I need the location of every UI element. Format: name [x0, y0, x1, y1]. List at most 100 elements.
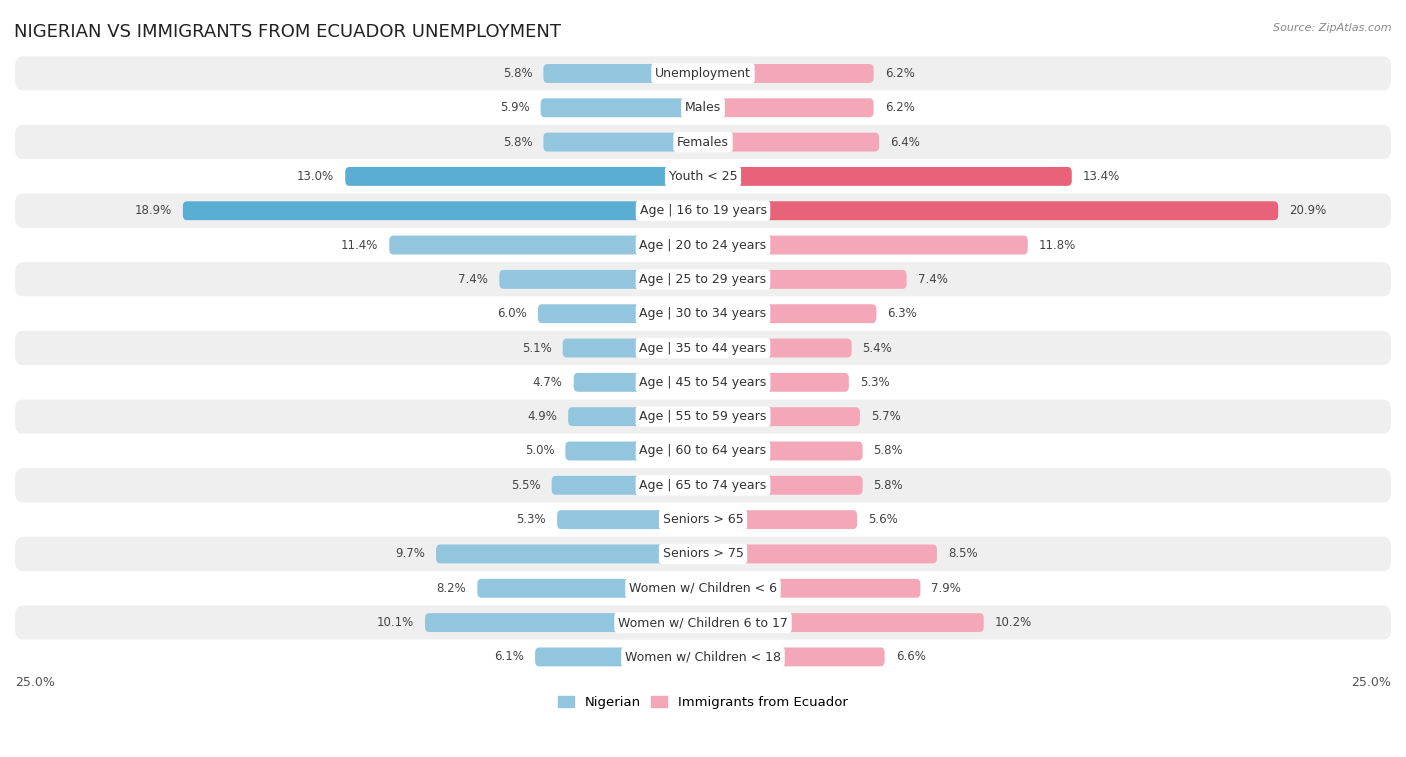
Text: 9.7%: 9.7%	[395, 547, 425, 560]
FancyBboxPatch shape	[425, 613, 703, 632]
Text: Age | 60 to 64 years: Age | 60 to 64 years	[640, 444, 766, 457]
Text: 7.9%: 7.9%	[931, 582, 962, 595]
Text: 5.5%: 5.5%	[510, 479, 541, 492]
Text: Age | 25 to 29 years: Age | 25 to 29 years	[640, 273, 766, 286]
FancyBboxPatch shape	[15, 503, 1391, 537]
Text: 5.3%: 5.3%	[516, 513, 546, 526]
Text: 6.2%: 6.2%	[884, 67, 914, 80]
FancyBboxPatch shape	[15, 91, 1391, 125]
FancyBboxPatch shape	[703, 544, 936, 563]
Text: Youth < 25: Youth < 25	[669, 170, 737, 183]
FancyBboxPatch shape	[557, 510, 703, 529]
Legend: Nigerian, Immigrants from Ecuador: Nigerian, Immigrants from Ecuador	[553, 691, 853, 715]
Text: 5.8%: 5.8%	[873, 479, 903, 492]
FancyBboxPatch shape	[15, 262, 1391, 297]
Text: 7.4%: 7.4%	[458, 273, 488, 286]
FancyBboxPatch shape	[703, 613, 984, 632]
FancyBboxPatch shape	[15, 468, 1391, 503]
FancyBboxPatch shape	[15, 571, 1391, 606]
FancyBboxPatch shape	[703, 167, 1071, 186]
FancyBboxPatch shape	[703, 98, 873, 117]
Text: 6.2%: 6.2%	[884, 101, 914, 114]
Text: 10.1%: 10.1%	[377, 616, 413, 629]
Text: Age | 16 to 19 years: Age | 16 to 19 years	[640, 204, 766, 217]
Text: 20.9%: 20.9%	[1289, 204, 1326, 217]
FancyBboxPatch shape	[436, 544, 703, 563]
FancyBboxPatch shape	[183, 201, 703, 220]
FancyBboxPatch shape	[15, 125, 1391, 159]
FancyBboxPatch shape	[703, 304, 876, 323]
Text: Age | 45 to 54 years: Age | 45 to 54 years	[640, 375, 766, 389]
FancyBboxPatch shape	[477, 579, 703, 598]
Text: 11.4%: 11.4%	[340, 238, 378, 251]
Text: Unemployment: Unemployment	[655, 67, 751, 80]
FancyBboxPatch shape	[562, 338, 703, 357]
Text: 7.4%: 7.4%	[918, 273, 948, 286]
FancyBboxPatch shape	[15, 365, 1391, 400]
FancyBboxPatch shape	[15, 228, 1391, 262]
Text: Seniors > 75: Seniors > 75	[662, 547, 744, 560]
Text: 5.0%: 5.0%	[524, 444, 554, 457]
Text: 8.5%: 8.5%	[948, 547, 977, 560]
FancyBboxPatch shape	[15, 56, 1391, 91]
FancyBboxPatch shape	[389, 235, 703, 254]
Text: 18.9%: 18.9%	[135, 204, 172, 217]
FancyBboxPatch shape	[703, 579, 921, 598]
FancyBboxPatch shape	[703, 441, 863, 460]
Text: Age | 65 to 74 years: Age | 65 to 74 years	[640, 479, 766, 492]
Text: 25.0%: 25.0%	[1351, 676, 1391, 689]
Text: Age | 35 to 44 years: Age | 35 to 44 years	[640, 341, 766, 354]
FancyBboxPatch shape	[15, 331, 1391, 365]
FancyBboxPatch shape	[703, 338, 852, 357]
FancyBboxPatch shape	[541, 98, 703, 117]
FancyBboxPatch shape	[15, 400, 1391, 434]
FancyBboxPatch shape	[15, 159, 1391, 194]
FancyBboxPatch shape	[703, 64, 873, 83]
Text: 25.0%: 25.0%	[15, 676, 55, 689]
Text: 5.8%: 5.8%	[503, 136, 533, 148]
Text: 6.4%: 6.4%	[890, 136, 920, 148]
FancyBboxPatch shape	[703, 270, 907, 289]
FancyBboxPatch shape	[574, 373, 703, 392]
FancyBboxPatch shape	[538, 304, 703, 323]
Text: 10.2%: 10.2%	[994, 616, 1032, 629]
Text: 6.3%: 6.3%	[887, 307, 917, 320]
FancyBboxPatch shape	[565, 441, 703, 460]
Text: Seniors > 65: Seniors > 65	[662, 513, 744, 526]
FancyBboxPatch shape	[543, 64, 703, 83]
FancyBboxPatch shape	[703, 201, 1278, 220]
Text: 5.9%: 5.9%	[501, 101, 530, 114]
FancyBboxPatch shape	[703, 407, 860, 426]
Text: 5.4%: 5.4%	[863, 341, 893, 354]
Text: 5.6%: 5.6%	[868, 513, 898, 526]
Text: 4.7%: 4.7%	[533, 375, 562, 389]
Text: 5.3%: 5.3%	[860, 375, 890, 389]
Text: 5.8%: 5.8%	[873, 444, 903, 457]
Text: 11.8%: 11.8%	[1039, 238, 1076, 251]
FancyBboxPatch shape	[15, 434, 1391, 468]
Text: 4.9%: 4.9%	[527, 410, 557, 423]
FancyBboxPatch shape	[346, 167, 703, 186]
Text: 5.7%: 5.7%	[870, 410, 901, 423]
Text: Source: ZipAtlas.com: Source: ZipAtlas.com	[1274, 23, 1392, 33]
Text: 6.0%: 6.0%	[498, 307, 527, 320]
Text: Age | 20 to 24 years: Age | 20 to 24 years	[640, 238, 766, 251]
FancyBboxPatch shape	[15, 606, 1391, 640]
FancyBboxPatch shape	[551, 476, 703, 495]
FancyBboxPatch shape	[15, 297, 1391, 331]
FancyBboxPatch shape	[543, 132, 703, 151]
Text: 6.6%: 6.6%	[896, 650, 925, 663]
FancyBboxPatch shape	[499, 270, 703, 289]
FancyBboxPatch shape	[15, 537, 1391, 571]
FancyBboxPatch shape	[703, 647, 884, 666]
Text: 13.0%: 13.0%	[297, 170, 335, 183]
FancyBboxPatch shape	[703, 132, 879, 151]
Text: Males: Males	[685, 101, 721, 114]
Text: 5.8%: 5.8%	[503, 67, 533, 80]
Text: Women w/ Children < 6: Women w/ Children < 6	[628, 582, 778, 595]
FancyBboxPatch shape	[15, 194, 1391, 228]
Text: NIGERIAN VS IMMIGRANTS FROM ECUADOR UNEMPLOYMENT: NIGERIAN VS IMMIGRANTS FROM ECUADOR UNEM…	[14, 23, 561, 41]
Text: 6.1%: 6.1%	[495, 650, 524, 663]
FancyBboxPatch shape	[536, 647, 703, 666]
Text: 13.4%: 13.4%	[1083, 170, 1121, 183]
